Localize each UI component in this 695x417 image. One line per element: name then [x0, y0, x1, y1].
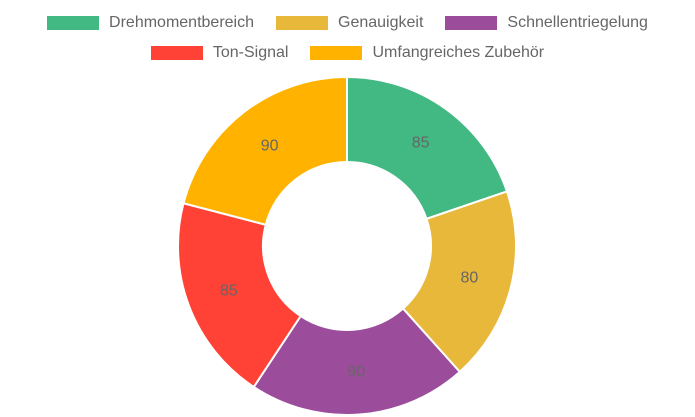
legend-item-umfangreiches-zubeh-r[interactable]: Umfangreiches Zubehör	[310, 44, 544, 62]
legend-label: Ton-Signal	[212, 44, 289, 61]
legend-item-genauigkeit[interactable]: Genauigkeit	[276, 14, 423, 32]
slice-ton-signal[interactable]	[177, 202, 303, 389]
slice-schnellentriegelung[interactable]	[252, 307, 462, 416]
legend-swatch	[445, 16, 498, 30]
slice-value-label: 80	[460, 269, 478, 286]
slice-drehmomentbereich[interactable]	[346, 75, 509, 221]
legend-swatch	[150, 46, 203, 60]
legend-label: Schnellentriegelung	[507, 14, 648, 31]
slice-value-label: 85	[220, 283, 238, 300]
legend-label: Genauigkeit	[338, 14, 424, 31]
legend-label: Drehmomentbereich	[109, 14, 254, 31]
legend-swatch	[47, 16, 100, 30]
slice-value-label: 90	[261, 137, 279, 154]
chart-legend: Drehmomentbereich Genauigkeit Schnellentri…	[0, 8, 695, 68]
legend-label: Umfangreiches Zubehör	[372, 44, 545, 61]
legend-item-ton-signal[interactable]: Ton-Signal	[150, 44, 289, 62]
slice-umfangreiches-zubeh-r[interactable]	[182, 75, 348, 226]
legend-item-drehmomentbereich[interactable]: Drehmomentbereich	[47, 14, 254, 32]
slice-genauigkeit[interactable]	[401, 190, 517, 374]
slice-value-label: 85	[412, 135, 430, 152]
legend-row: Ton-Signal Umfangreiches Zubehör	[0, 38, 695, 68]
legend-row: Drehmomentbereich Genauigkeit Schnellentri…	[0, 8, 695, 38]
slice-value-label: 90	[347, 364, 365, 381]
legend-swatch	[276, 16, 328, 30]
legend-swatch	[310, 46, 363, 60]
legend-item-schnellentriegelung[interactable]: Schnellentriegelung	[445, 14, 648, 32]
